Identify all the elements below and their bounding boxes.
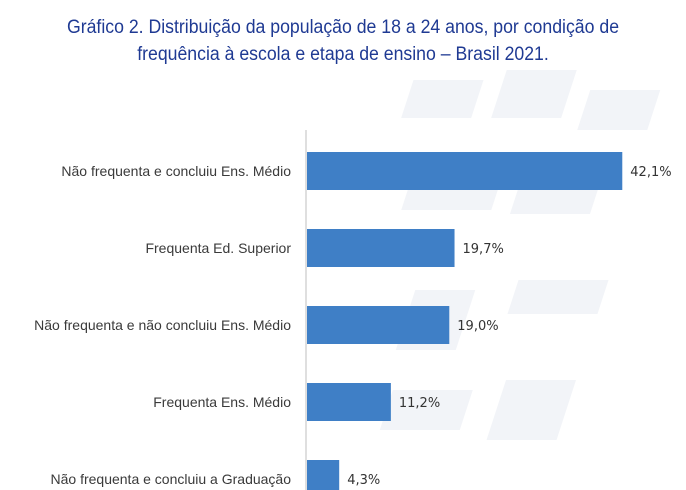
bar-1 [307,229,455,267]
bar-3 [307,383,391,421]
value-label-3: 11,2% [399,396,440,411]
bar-4 [307,460,340,490]
value-label-0: 42,1% [630,165,671,180]
category-label-4: Não frequenta e concluiu a Graduação [51,471,292,487]
chart-title-line-1: Gráfico 2. Distribuição da população de … [66,17,620,38]
category-label-1: Frequenta Ed. Superior [145,240,291,256]
bar-0 [307,152,623,190]
value-label-2: 19,0% [457,319,498,334]
chart-title-line-2: frequência à escola e etapa de ensino – … [137,44,549,65]
category-label-3: Frequenta Ens. Médio [153,394,291,410]
category-label-0: Não frequenta e concluiu Ens. Médio [61,163,291,179]
value-label-4: 4,3% [347,473,380,488]
category-label-2: Não frequenta e não concluiu Ens. Médio [34,317,291,333]
chart-title: Gráfico 2. Distribuição da população de … [24,14,662,68]
value-label-1: 19,7% [463,242,504,257]
bar-2 [307,306,450,344]
